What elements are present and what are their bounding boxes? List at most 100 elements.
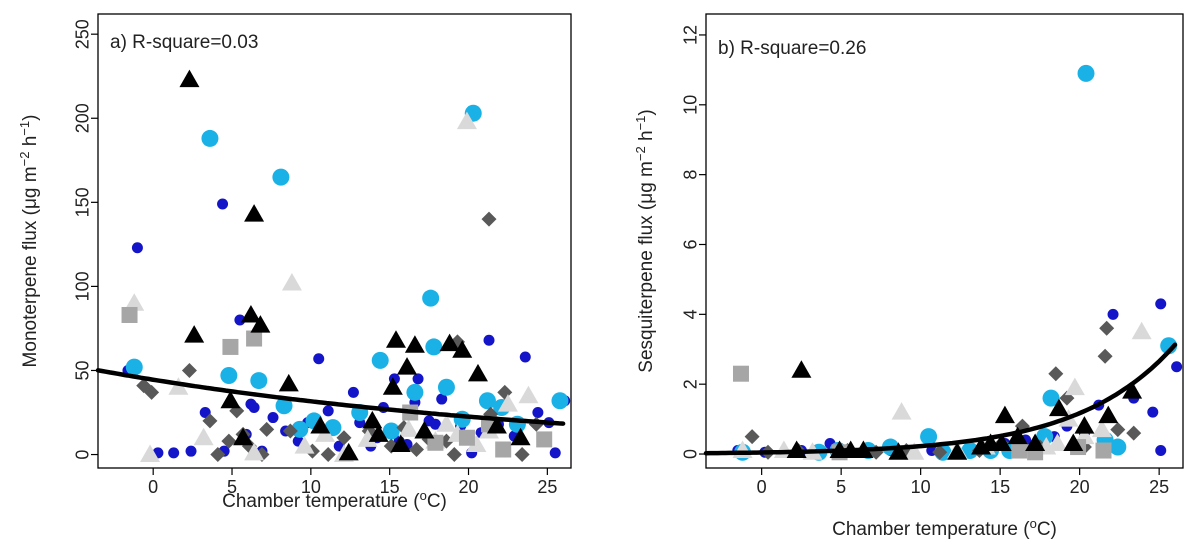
x-tick-label: 5 [227, 477, 237, 497]
point-diamond-darkgray [1126, 425, 1142, 441]
point-triangle-black [1048, 398, 1069, 417]
point-square-midgray [121, 306, 138, 323]
point-circle_small-blue [436, 393, 448, 405]
point-square-midgray [1095, 442, 1112, 459]
point-circle_large-cyan [275, 397, 293, 415]
point-circle_small-blue [1107, 308, 1119, 320]
point-triangle-black [791, 360, 812, 378]
point-circle_large-cyan [551, 392, 569, 410]
x-axis-ticks-b: 0 5 10 15 20 25 [757, 468, 1169, 497]
point-circle_large-cyan [437, 378, 455, 396]
x-axis-label-b: Chamber temperature (oC) [832, 516, 1057, 540]
point-diamond-darkgray [481, 211, 497, 227]
point-diamond-darkgray [1048, 366, 1064, 382]
point-diamond-darkgray [1097, 348, 1113, 364]
plot-frame-a [97, 13, 572, 469]
point-circle_large-cyan [1042, 389, 1060, 407]
x-tick-label: 25 [537, 477, 557, 497]
point-triangle-black [390, 434, 411, 452]
fit-curve-b [703, 342, 1178, 456]
point-circle_small-blue [1147, 406, 1159, 418]
point-triangle-black [338, 442, 359, 461]
y-tick-label: 8 [681, 170, 701, 180]
point-circle_small-blue [313, 353, 325, 365]
point-circle_small-blue [483, 334, 495, 346]
point-triangle-lightgray [1047, 433, 1068, 452]
point-triangle-black [382, 377, 403, 395]
point-circle_small-blue [347, 386, 359, 398]
point-triangle-lightgray [1064, 377, 1085, 396]
point-triangle-lightgray [518, 385, 539, 404]
y-tick-label: 0 [681, 449, 701, 459]
point-circle_large-cyan [1077, 64, 1095, 82]
fit-curve-a [95, 368, 566, 426]
point-triangle-lightgray [1091, 419, 1112, 438]
point-circle_small-blue [549, 447, 561, 459]
x-tick-label: 15 [990, 477, 1010, 497]
point-diamond-darkgray [144, 384, 160, 400]
point-triangle-lightgray [244, 442, 265, 461]
point-circle_small-blue [199, 407, 211, 419]
x-axis-ticks-a: 0 5 10 15 20 25 [148, 468, 557, 497]
point-diamond-darkgray [320, 447, 336, 463]
point-circle_small-blue [322, 405, 334, 417]
point-circle_large-cyan [453, 410, 471, 428]
point-square-midgray [427, 434, 444, 451]
point-triangle-black [452, 340, 473, 358]
point-triangle-black [947, 442, 968, 460]
point-triangle-black [888, 442, 909, 460]
point-diamond-darkgray [497, 384, 513, 400]
point-circle_large-cyan [201, 129, 219, 147]
point-diamond-darkgray [932, 444, 948, 460]
point-circle_small-blue [429, 418, 441, 430]
point-triangle-lightgray [281, 273, 302, 291]
x-tick-label: 0 [757, 477, 767, 497]
point-triangle-black [1025, 433, 1046, 452]
y-tick-label: 6 [681, 239, 701, 249]
x-tick-label: 20 [1070, 477, 1090, 497]
point-diamond-darkgray [181, 362, 197, 378]
panel-a-monoterpene: 0 5 10 15 20 25 0 50 100 150 200 250 a) R-square=0… [17, 13, 572, 512]
x-tick-label: 25 [1149, 477, 1169, 497]
point-triangle-black [467, 363, 488, 382]
point-circle_small-blue [217, 198, 229, 210]
point-triangle-black [1063, 433, 1084, 452]
point-triangle-lightgray [398, 419, 419, 437]
point-circle_large-cyan [425, 338, 443, 356]
y-tick-label: 12 [681, 25, 701, 45]
point-triangle-lightgray [497, 394, 518, 412]
y-axis-ticks-a: 0 50 100 150 200 250 [73, 19, 98, 460]
point-square-midgray [246, 330, 263, 347]
panel-b-sesquiterpene: 0 5 10 15 20 25 0 2 4 6 8 10 12 b) R-square=0.26 Ch… [633, 13, 1184, 540]
point-triangle-black [414, 421, 435, 439]
point-diamond-darkgray [221, 433, 237, 449]
point-triangle-lightgray [456, 111, 477, 130]
point-triangle-black [278, 373, 299, 392]
point-triangle-black [240, 304, 261, 323]
point-triangle-black [486, 415, 507, 434]
y-tick-label: 100 [73, 271, 93, 301]
point-circle_small-blue [1155, 298, 1167, 310]
x-tick-label: 5 [836, 477, 846, 497]
point-diamond-darkgray [1110, 422, 1126, 438]
y-tick-label: 0 [73, 450, 93, 460]
point-diamond-darkgray [202, 413, 218, 429]
point-circle_large-cyan [478, 392, 496, 410]
point-circle_small-blue [532, 407, 544, 419]
point-circle_large-cyan [291, 420, 309, 438]
point-square-midgray [495, 441, 512, 458]
point-triangle-lightgray [168, 377, 189, 395]
y-tick-label: 4 [681, 309, 701, 319]
point-circle_large-cyan [250, 372, 268, 390]
x-tick-label: 10 [301, 477, 321, 497]
point-triangle-lightgray [193, 427, 214, 446]
point-square-midgray [458, 429, 475, 446]
point-triangle-black [991, 433, 1012, 452]
y-tick-label: 10 [681, 95, 701, 115]
point-triangle-lightgray [1131, 321, 1152, 340]
point-triangle-black [1098, 405, 1119, 424]
point-triangle-black [220, 390, 241, 409]
y-tick-label: 2 [681, 379, 701, 389]
point-triangle-black [244, 204, 265, 222]
point-circle_large-cyan [382, 422, 400, 440]
